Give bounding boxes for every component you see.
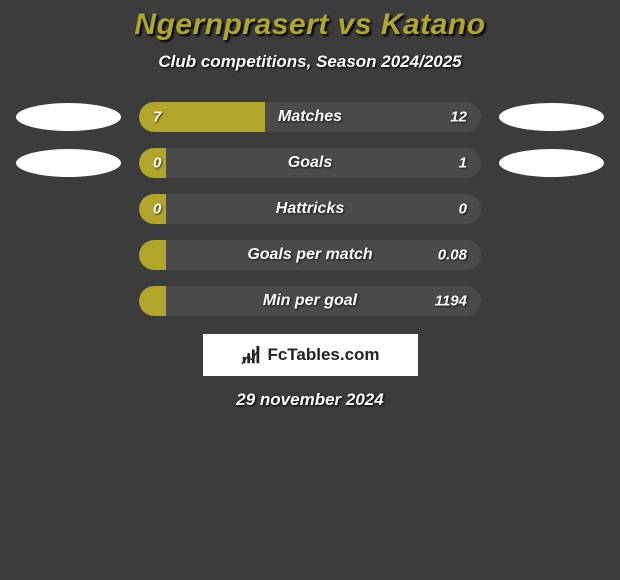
stat-label: Min per goal (263, 292, 357, 310)
stat-row: 0 Goals 1 (0, 148, 620, 178)
player1-name: Ngernprasert (134, 8, 328, 41)
subtitle: Club competitions, Season 2024/2025 (0, 52, 620, 72)
player2-name: Katano (381, 8, 486, 41)
date-text: 29 november 2024 (0, 390, 620, 410)
comparison-title: Ngernprasert vs Katano (0, 8, 620, 42)
stat-bar: 0 Hattricks 0 (139, 194, 481, 224)
stat-bar: Goals per match 0.08 (139, 240, 481, 270)
stat-row: 0 Hattricks 0 (0, 194, 620, 224)
player2-logo-placeholder (499, 103, 604, 131)
stat-row: Min per goal 1194 (0, 286, 620, 316)
stat-label: Hattricks (276, 200, 344, 218)
stat-bar-fill (139, 240, 166, 270)
stat-value-right: 0.08 (438, 247, 467, 264)
stat-value-left: 7 (153, 109, 161, 126)
stat-row: Goals per match 0.08 (0, 240, 620, 270)
player1-logo-placeholder (16, 103, 121, 131)
stat-value-left: 0 (153, 201, 161, 218)
stat-row: 7 Matches 12 (0, 102, 620, 132)
stat-value-right: 1194 (435, 293, 467, 310)
stat-label: Goals (288, 154, 332, 172)
stat-value-right: 1 (459, 155, 467, 172)
stat-rows: 7 Matches 12 0 Goals 1 0 Hattricks 0 Goals per ma… (0, 102, 620, 316)
stat-value-right: 0 (459, 201, 467, 218)
stat-value-right: 12 (450, 109, 467, 126)
stat-bar: 0 Goals 1 (139, 148, 481, 178)
stat-bar: 7 Matches 12 (139, 102, 481, 132)
vs-text: vs (338, 8, 372, 41)
player2-logo-placeholder (499, 149, 604, 177)
logo-box: FcTables.com (203, 334, 418, 376)
stat-bar-fill (139, 286, 166, 316)
player1-logo-placeholder (16, 149, 121, 177)
stat-label: Matches (278, 108, 342, 126)
bar-chart-icon (240, 344, 262, 366)
stat-bar: Min per goal 1194 (139, 286, 481, 316)
stat-value-left: 0 (153, 155, 161, 172)
stat-label: Goals per match (247, 246, 372, 264)
logo-text: FcTables.com (267, 345, 379, 365)
